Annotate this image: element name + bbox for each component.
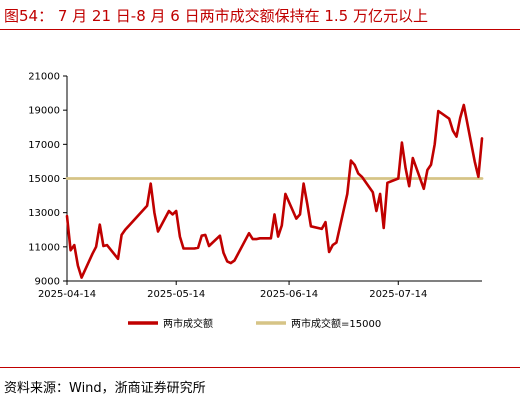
legend-item-threshold: 两市成交额=15000 — [256, 317, 381, 330]
x-tick-label: 2025-05-14 — [147, 289, 205, 300]
legend-item-turnover: 两市成交额 — [128, 317, 213, 330]
y-tick-label: 11000 — [28, 242, 60, 253]
x-tick-label: 2025-04-14 — [38, 289, 96, 300]
y-tick-label: 9000 — [35, 277, 60, 288]
plot-series — [65, 103, 484, 279]
turnover-line — [65, 103, 484, 279]
figure-title: 图54： 7 月 21 日-8 月 6 日两市成交额保持在 1.5 万亿元以上 — [4, 7, 428, 25]
legend: 两市成交额 两市成交额=15000 — [128, 317, 381, 330]
y-tick-label: 15000 — [28, 174, 60, 185]
legend-label-threshold: 两市成交额=15000 — [291, 317, 381, 330]
title-divider — [0, 29, 520, 30]
legend-label-turnover: 两市成交额 — [163, 317, 213, 330]
y-axis-ticks: 9000 11000 13000 15000 17000 19000 21000 — [28, 72, 67, 288]
y-tick-label: 17000 — [28, 140, 60, 151]
y-axis: 9000 11000 13000 15000 17000 19000 21000 — [28, 72, 68, 288]
x-axis: 2025-04-14 2025-05-14 2025-06-14 2025-07-14 — [38, 280, 482, 300]
x-tick-label: 2025-06-14 — [260, 289, 318, 300]
y-tick-label: 21000 — [28, 72, 60, 83]
x-tick-label: 2025-07-14 — [369, 289, 427, 300]
source-divider — [0, 367, 520, 368]
source-note: 资料来源：Wind，浙商证券研究所 — [4, 381, 206, 396]
x-axis-ticks: 2025-04-14 2025-05-14 2025-06-14 2025-07-14 — [38, 281, 427, 300]
y-tick-label: 13000 — [28, 208, 60, 219]
turnover-line-chart: 9000 11000 13000 15000 17000 19000 21000 2025-… — [28, 72, 484, 330]
y-tick-label: 19000 — [28, 106, 60, 117]
